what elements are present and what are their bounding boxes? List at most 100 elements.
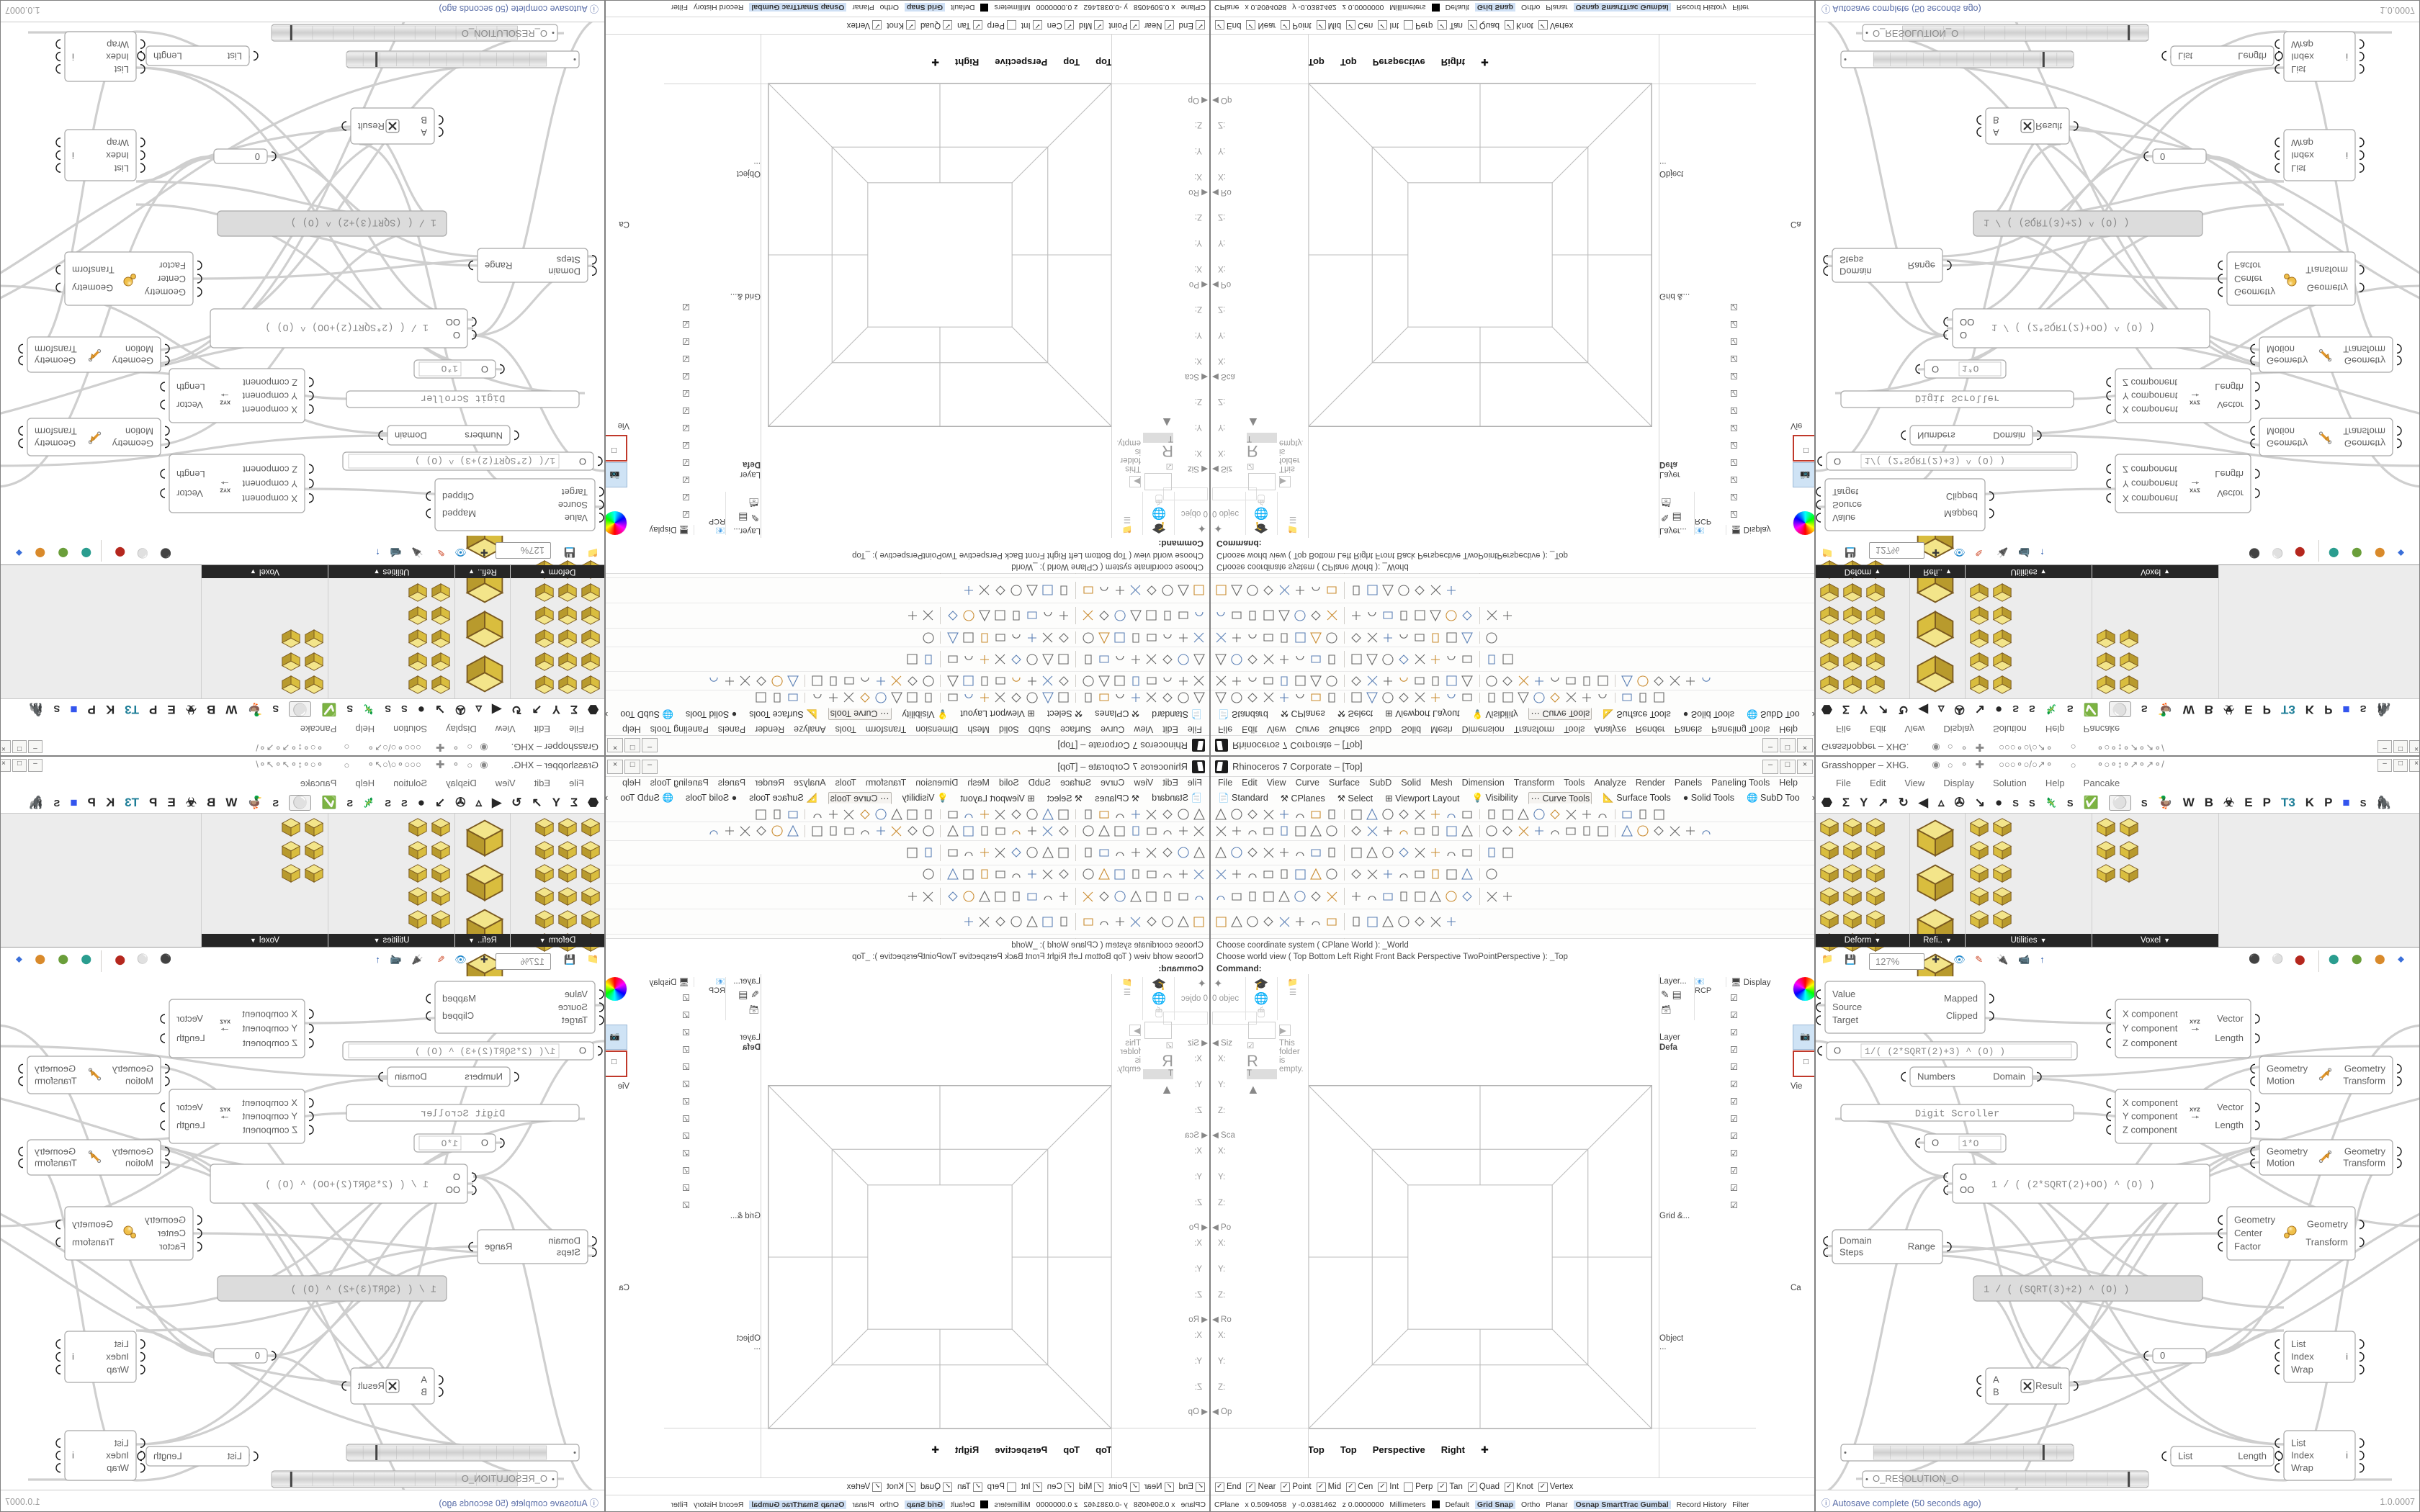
svg-text:Y component: Y component [2123,479,2178,490]
svg-text:Wrap: Wrap [107,138,129,148]
svg-text:XYZ: XYZ [2190,400,2200,406]
svg-text:Mapped: Mapped [442,508,476,519]
svg-text:O: O [481,1138,488,1148]
svg-text:Range: Range [485,1241,512,1252]
svg-text:Factor: Factor [158,1241,186,1252]
svg-text:Geometry: Geometry [2267,1146,2308,1156]
svg-text:Transform: Transform [2343,426,2385,436]
svg-text:1*O: 1*O [441,1138,458,1149]
svg-text:Mapped: Mapped [1944,993,1978,1004]
svg-text:Geometry: Geometry [2307,282,2349,293]
svg-text:Target: Target [1832,487,1859,498]
svg-text:Domain: Domain [1993,1071,2025,1082]
svg-text:Wrap: Wrap [2291,1364,2313,1374]
svg-text:Vector: Vector [2217,1013,2244,1024]
svg-text:Digit Scroller: Digit Scroller [421,392,506,404]
svg-text:O_RESOLUTION_O: O_RESOLUTION_O [1873,1473,1958,1484]
svg-text:Transform: Transform [2343,1076,2385,1086]
svg-text:Range: Range [1908,1241,1935,1252]
svg-text:O_RESOLUTION_O: O_RESOLUTION_O [1873,28,1958,39]
svg-text:Geometry: Geometry [2307,1219,2349,1230]
svg-text:Geometry: Geometry [2267,1063,2308,1074]
svg-text:Domain: Domain [1839,266,1872,276]
svg-text:Numbers: Numbers [465,1071,503,1082]
svg-text:Transform: Transform [35,343,77,354]
svg-text:1*O: 1*O [1962,363,1979,374]
svg-text:i: i [2346,52,2348,63]
svg-text:Digit Scroller: Digit Scroller [1915,1109,2000,1120]
svg-text:Z component: Z component [243,377,297,388]
svg-text:Y component: Y component [242,391,297,402]
svg-text:i: i [72,52,74,63]
svg-text:Result: Result [2035,1380,2062,1391]
svg-text:Vector: Vector [2217,1102,2244,1112]
svg-text:Vector: Vector [176,488,203,499]
svg-text:Motion: Motion [125,1158,153,1169]
svg-text:XYZ: XYZ [220,1107,230,1113]
svg-text:XYZ: XYZ [220,400,230,406]
svg-text:Geometry: Geometry [2267,356,2308,366]
svg-text:Length: Length [176,469,205,480]
svg-text:Z component: Z component [2123,464,2177,474]
svg-text:Geometry: Geometry [35,356,76,366]
svg-text:Result: Result [2035,121,2062,132]
svg-text:List: List [2178,51,2193,62]
svg-text:List: List [2291,1338,2306,1349]
svg-text:Steps: Steps [1839,1246,1864,1257]
svg-text:B: B [421,115,427,126]
svg-text:List: List [2291,1437,2306,1448]
svg-text:Factor: Factor [2234,1241,2262,1252]
svg-text:Geometry: Geometry [72,282,114,293]
svg-text:Geometry: Geometry [2344,438,2386,449]
svg-text:Domain: Domain [548,266,581,276]
svg-text:Target: Target [1832,1014,1859,1025]
svg-text:Clipped: Clipped [442,1010,474,1021]
svg-text:List: List [2291,64,2306,75]
svg-text:Wrap: Wrap [107,1364,129,1374]
svg-text:Steps: Steps [556,255,581,266]
svg-text:Geometry: Geometry [2344,1063,2386,1074]
svg-text:Geometry: Geometry [144,1215,186,1225]
svg-text:Index: Index [106,1450,129,1461]
svg-text:Transform: Transform [2343,1158,2385,1169]
svg-text:OO: OO [1960,317,1974,328]
svg-text:1 / ( (2*SQRT(2)+OO) ^ (O) ): 1 / ( (2*SQRT(2)+OO) ^ (O) ) [265,1180,429,1191]
svg-text:Wrap: Wrap [2291,39,2313,50]
svg-text:Transform: Transform [2343,343,2385,354]
svg-text:Steps: Steps [556,1246,581,1257]
svg-text:Range: Range [1908,261,1935,271]
svg-text:i: i [72,1351,74,1362]
svg-text:Z component: Z component [2123,377,2177,388]
svg-text:Numbers: Numbers [1917,431,1955,441]
svg-text:X component: X component [2123,404,2178,415]
svg-text:Geometry: Geometry [112,1146,153,1156]
svg-text:Z component: Z component [243,464,297,474]
svg-text:Geometry: Geometry [35,438,76,449]
svg-text:O: O [481,364,488,375]
svg-text:Length: Length [2215,1120,2244,1130]
svg-text:Center: Center [2234,1228,2263,1238]
svg-text:Domain: Domain [548,1236,581,1246]
svg-text:Index: Index [2291,52,2314,63]
svg-text:Clipped: Clipped [442,491,474,502]
svg-text:1/( (2*SQRT(2)+3) ^ (O) ): 1/( (2*SQRT(2)+3) ^ (O) ) [415,1046,555,1057]
svg-text:Length: Length [176,1120,205,1130]
svg-text:1 / ( (SQRT(3)+2) ^ (O) ): 1 / ( (SQRT(3)+2) ^ (O) ) [1984,1285,2130,1296]
svg-text:1/( (2*SQRT(2)+3) ^ (O) ): 1/( (2*SQRT(2)+3) ^ (O) ) [1865,455,2005,466]
svg-text:Length: Length [176,382,205,392]
svg-text:A: A [1993,127,1999,138]
svg-text:Y component: Y component [242,479,297,490]
svg-text:X component: X component [242,1097,297,1108]
svg-text:O: O [453,1171,460,1182]
svg-text:List: List [227,1451,242,1462]
svg-text:List: List [2178,1451,2193,1462]
svg-text:Clipped: Clipped [1946,1010,1978,1021]
svg-text:O: O [1834,1045,1841,1056]
svg-text:Length: Length [2238,1451,2267,1462]
svg-text:X component: X component [2123,493,2178,504]
svg-text:Center: Center [157,274,186,284]
svg-text:Steps: Steps [1839,255,1864,266]
svg-text:Transform: Transform [72,265,115,276]
svg-text:i: i [2346,150,2348,161]
svg-text:Factor: Factor [2234,261,2262,271]
